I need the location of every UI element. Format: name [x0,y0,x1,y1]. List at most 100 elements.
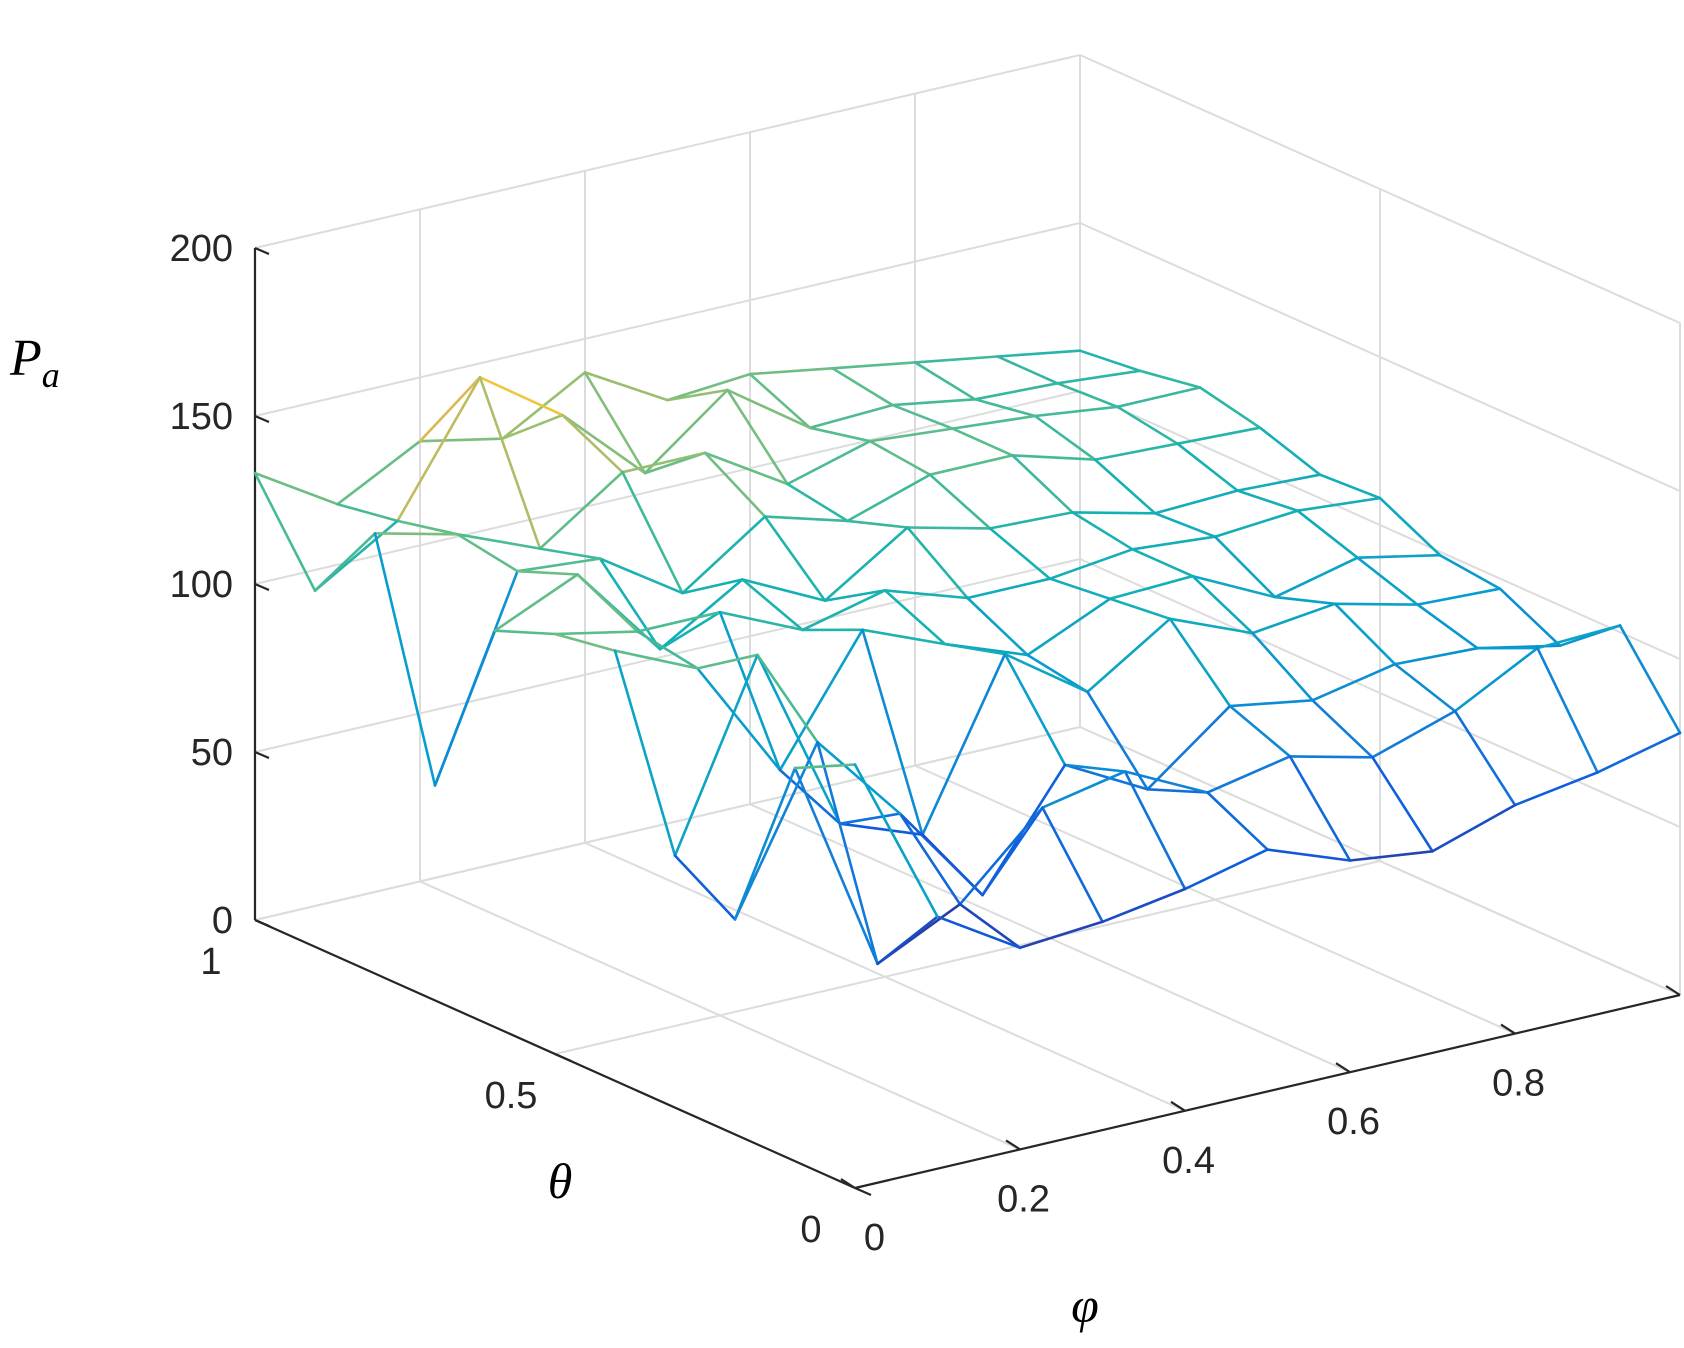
mesh-edge [973,381,1059,401]
mesh-edge [1191,574,1254,635]
mesh-edge [966,577,1052,600]
mesh-edge [418,375,482,443]
mesh-edge [658,578,744,651]
mesh-edge [883,589,969,600]
theta-tick [854,1186,872,1197]
mesh-edge [1213,509,1299,539]
z-tick-label: 150 [170,396,233,438]
mesh-edge [1453,709,1517,807]
mesh-edge [1138,369,1202,389]
theta-tick [254,918,272,929]
mesh-edge [666,372,752,402]
mesh-edge [996,349,1082,358]
theta-tick-label: 1 [200,941,221,983]
mesh-edge [853,763,939,919]
mesh-edge [846,473,932,523]
mesh-edge [1333,602,1397,666]
mesh-edge [1311,698,1374,759]
mesh-edge [718,610,804,632]
mesh-edge [1116,405,1179,446]
mesh-edge [801,589,887,632]
mesh-edge [1393,662,1457,713]
mesh-edge [613,649,677,857]
mesh-edge [1416,603,1479,650]
mesh-edge [1108,574,1194,601]
mesh-edge [1063,763,1149,791]
mesh-edge [951,414,1037,430]
mesh-edge [756,653,842,826]
mesh-edge [838,812,902,826]
mesh-edge [1063,763,1127,773]
mesh-edge [1618,624,1682,735]
mesh-edge [1176,442,1239,492]
mesh-edge [1536,646,1599,774]
mesh-edge [808,403,894,430]
mesh-edge [1048,577,1112,601]
mesh-edge [943,642,1007,656]
mesh-edge [1041,770,1127,809]
mesh-edge [1108,597,1172,621]
mesh-edge [493,629,557,636]
mesh-edge [1011,454,1097,461]
mesh-edge [906,526,992,530]
phi-tick-label: 0.8 [1492,1063,1545,1105]
z-tick [254,750,270,760]
mesh-edge [658,610,722,651]
mesh-edge [598,557,662,651]
mesh-edge [373,532,459,536]
mesh-edge [1101,887,1187,924]
z-axis-label: Pa [9,330,60,395]
mesh-edge [1288,755,1374,759]
phi-tick [1005,1139,1021,1151]
phi-tick-label: 0.2 [997,1178,1050,1220]
mesh-edge [823,526,909,602]
mesh-edge [726,388,789,486]
mesh-edge [1056,381,1119,409]
mesh-edge [996,355,1059,385]
mesh-edge [988,511,1074,530]
mesh-edge [516,569,579,576]
mesh-edge [1003,652,1067,767]
mesh-edge [876,915,939,966]
mesh-edge [861,628,947,646]
mesh-edge [1071,511,1157,515]
mesh-edge [336,502,399,523]
mesh-edge [898,812,984,897]
mesh-edge [1168,617,1254,635]
mesh-edge [1198,386,1262,430]
mesh-edge [1033,405,1119,418]
mesh-edge [1431,803,1517,853]
theta-tick-label: 0 [800,1209,821,1251]
mesh-edge [733,766,797,921]
mesh-edge [816,740,879,966]
mesh-edge [1086,690,1149,791]
mesh-edge [1273,556,1359,599]
mesh-edge [1191,574,1277,599]
mesh-edge [1018,920,1104,950]
grid-line [254,726,1081,921]
mesh-edge [1168,617,1232,708]
mesh-edge [1183,848,1269,891]
mesh-edge [951,427,1014,457]
mesh-edge [1146,787,1209,794]
mesh-edge [1378,496,1442,557]
x-axis-label: φ [1071,1277,1099,1333]
mesh-edge [778,628,864,772]
mesh-edge [456,532,542,550]
mesh-edge [1116,386,1202,409]
mesh-edge [898,812,962,906]
mesh-edge [538,547,602,560]
mesh-edge [1003,652,1089,694]
z-tick-label: 0 [212,900,233,942]
mesh-edge [1131,547,1194,578]
mesh-edge [913,361,977,401]
mesh-edge [1131,535,1217,551]
mesh-edge [823,589,887,602]
mesh-edge [846,519,909,529]
z-axis-label-main: P [9,330,42,387]
mesh-edge [1258,426,1322,477]
mesh-edge [831,366,894,407]
mesh-edge [1371,709,1457,759]
mesh-edge [1123,770,1209,794]
